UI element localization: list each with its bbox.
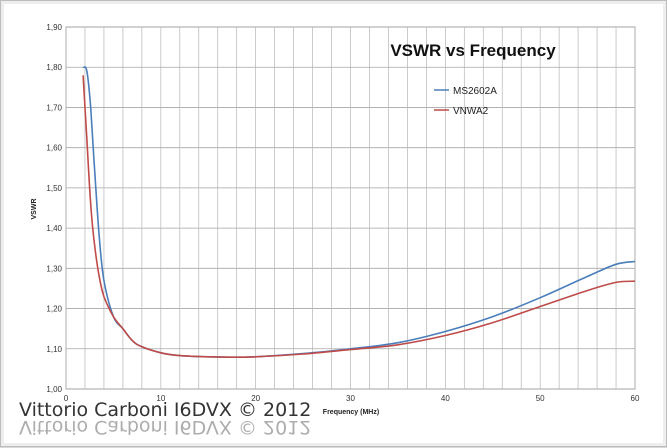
x-tick-labels: 0 10 20 30 40 50 60 [64, 394, 640, 403]
y-tick-label: 1,20 [46, 305, 62, 314]
watermark: Vittorio Carboni I6DVX © 2012 Vittorio C… [19, 399, 311, 438]
series-line-vnwa2 [82, 75, 636, 359]
y-tick-label: 1,80 [46, 63, 62, 72]
series-lines [82, 66, 636, 359]
x-tick-label: 50 [536, 394, 545, 403]
y-tick-labels: 1,00 1,10 1,20 1,30 1,40 1,50 1,60 1,70 1,80 1,90 [46, 23, 62, 394]
chart-title: VSWR vs Frequency [390, 41, 556, 60]
y-tick-label: 1,10 [46, 345, 62, 354]
watermark-text: Vittorio Carboni I6DVX © 2012 [19, 399, 311, 421]
x-tick-label: 20 [251, 394, 260, 403]
y-tick-label: 1,00 [46, 385, 62, 394]
x-tick-label: 30 [346, 394, 355, 403]
y-tick-label: 1,90 [46, 23, 62, 32]
y-tick-label: 1,30 [46, 264, 62, 273]
y-tick-label: 1,40 [46, 224, 62, 233]
legend-label-vnwa2: VNWA2 [453, 106, 489, 117]
legend: MS2602A VNWA2 [434, 86, 497, 117]
y-tick-label: 1,70 [46, 103, 62, 112]
x-tick-label: 40 [441, 394, 450, 403]
x-tick-label: 0 [64, 394, 69, 403]
x-tick-label: 10 [156, 394, 165, 403]
y-axis-title: VSWR [31, 199, 38, 220]
x-gridlines [65, 27, 636, 389]
y-tick-label: 1,50 [46, 184, 62, 193]
watermark-reflection: Vittorio Carboni I6DVX © 2012 [19, 416, 311, 438]
x-axis-title: Frequency (MHz) [323, 409, 379, 416]
y-tick-label: 1,60 [46, 144, 62, 153]
legend-label-ms2602a: MS2602A [453, 86, 497, 97]
x-tick-label: 60 [631, 394, 640, 403]
